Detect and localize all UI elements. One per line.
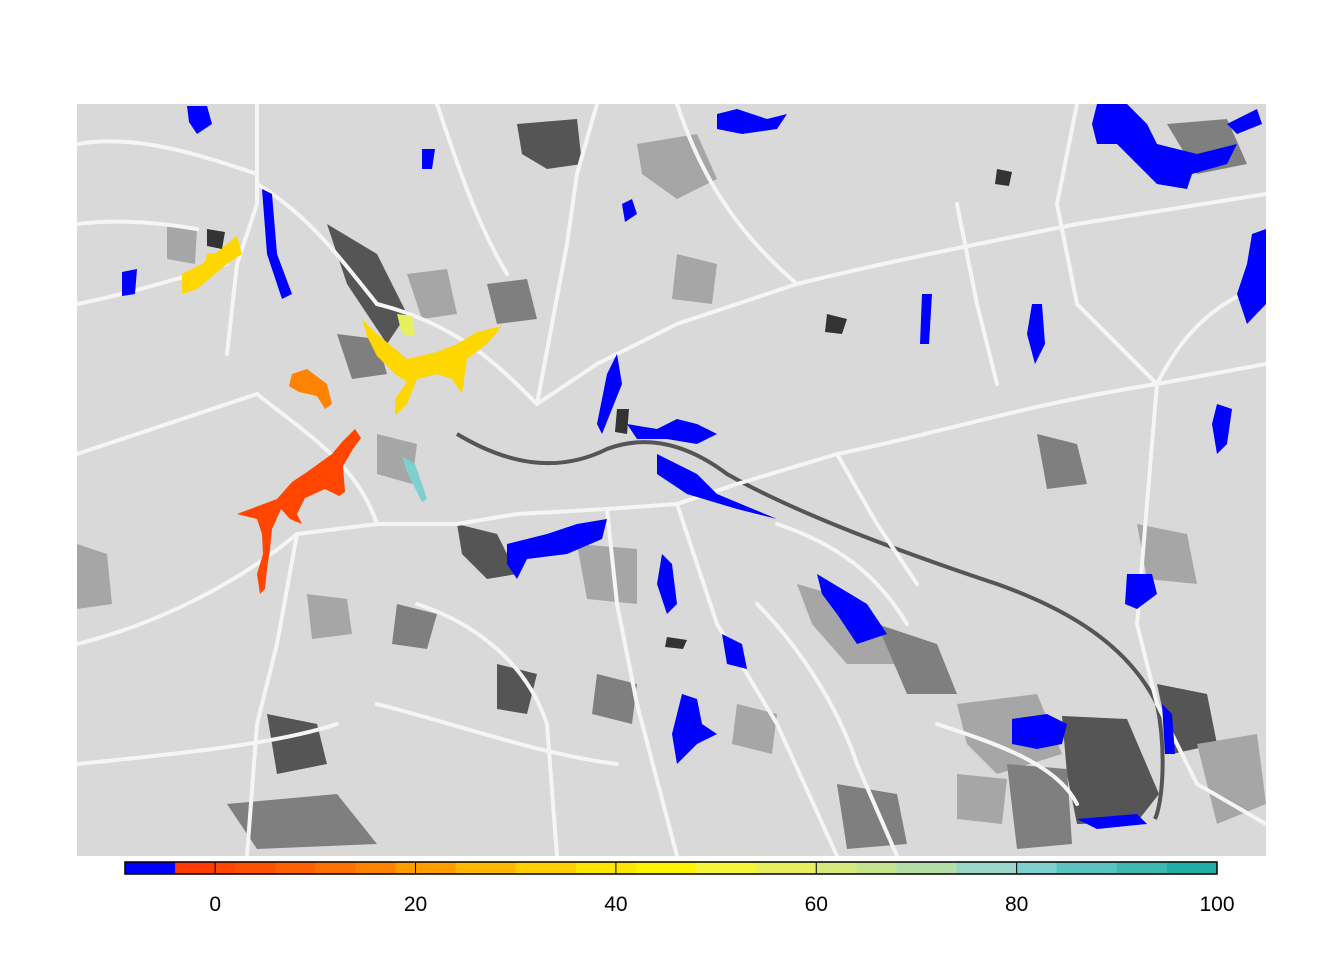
landuse-patch bbox=[517, 119, 582, 169]
water-body bbox=[717, 109, 787, 134]
landuse-patch bbox=[577, 544, 637, 604]
landuse-patch bbox=[1007, 764, 1072, 849]
water-body bbox=[402, 456, 427, 502]
colorbar-segment bbox=[275, 862, 316, 874]
landuse-patch bbox=[1037, 434, 1087, 489]
colorbar-segment bbox=[395, 862, 457, 874]
landuse-patch bbox=[1137, 524, 1197, 584]
colorbar-tick-label: 100 bbox=[1199, 893, 1234, 916]
colorbar-segment bbox=[635, 862, 697, 874]
landuse-patch bbox=[592, 674, 637, 724]
landuse-patch bbox=[267, 714, 327, 774]
water-body bbox=[722, 634, 747, 669]
map-panel bbox=[77, 104, 1266, 856]
landuse-patch bbox=[1197, 734, 1266, 824]
water-body bbox=[627, 419, 717, 444]
water-body bbox=[1027, 304, 1045, 364]
water-body bbox=[397, 314, 415, 336]
water-body bbox=[1125, 574, 1157, 609]
water-body bbox=[1162, 704, 1175, 754]
colorbar-tick-label: 40 bbox=[604, 893, 627, 916]
water-body bbox=[205, 252, 222, 264]
colorbar-segment bbox=[355, 862, 396, 874]
landuse-patch bbox=[837, 784, 907, 849]
colorbar-segment bbox=[956, 862, 1018, 874]
colorbar-segment bbox=[1116, 862, 1168, 874]
water-body bbox=[237, 429, 361, 594]
water-body bbox=[920, 294, 932, 344]
water-body bbox=[1077, 814, 1147, 829]
water-body bbox=[289, 369, 332, 409]
water-body bbox=[1212, 404, 1232, 454]
landuse-patch bbox=[487, 279, 537, 324]
colorbar-segment bbox=[235, 862, 276, 874]
water-body bbox=[122, 269, 137, 296]
colorbar-segment bbox=[1016, 862, 1058, 874]
colorbar-segment bbox=[455, 862, 517, 874]
water-body bbox=[1237, 229, 1266, 324]
road-network bbox=[77, 104, 1266, 856]
colorbar-segment bbox=[756, 862, 817, 874]
landuse-patch bbox=[825, 314, 847, 334]
landuse-patch bbox=[665, 637, 687, 649]
water-body bbox=[657, 454, 777, 519]
colorbar-segment bbox=[315, 862, 356, 874]
landuse-patch bbox=[732, 704, 777, 754]
landuse-patch bbox=[77, 544, 112, 609]
colorbar-tick-label: 20 bbox=[404, 893, 427, 916]
colorbar-segment bbox=[515, 862, 577, 874]
colorbar-segment bbox=[816, 862, 857, 874]
colorbar-segment bbox=[1166, 862, 1218, 874]
landuse-patch bbox=[457, 524, 517, 579]
water-body bbox=[507, 519, 607, 579]
water-body bbox=[1092, 104, 1237, 189]
landuse-patch bbox=[672, 254, 717, 304]
water-body bbox=[182, 236, 242, 294]
landuse-patch bbox=[615, 409, 629, 434]
colorbar-segment bbox=[696, 862, 757, 874]
water-body bbox=[1227, 109, 1262, 134]
water-body bbox=[262, 189, 292, 299]
water-body bbox=[187, 106, 212, 134]
colorbar-segment bbox=[856, 862, 897, 874]
colorbar-tick-label: 60 bbox=[805, 893, 828, 916]
dark-patches bbox=[207, 169, 1012, 649]
landuse-patch bbox=[497, 664, 537, 714]
water-body bbox=[657, 554, 677, 614]
landuse-patch bbox=[407, 269, 457, 319]
water-body bbox=[422, 149, 435, 169]
landuse-patch bbox=[1062, 716, 1159, 824]
landuse-patch bbox=[392, 604, 437, 649]
landuse-patch bbox=[327, 224, 407, 344]
colorbar-segment bbox=[125, 862, 176, 874]
landuse-patch bbox=[877, 624, 957, 694]
water-body bbox=[362, 319, 502, 416]
colorbar-segment bbox=[175, 862, 216, 874]
water-bodies bbox=[122, 104, 1266, 829]
landuse-patch bbox=[957, 774, 1007, 824]
landuse-patch bbox=[207, 229, 225, 249]
water-body bbox=[672, 694, 717, 764]
colorbar-tick-label: 0 bbox=[209, 893, 221, 916]
landuse-patch bbox=[957, 694, 1062, 774]
landuse-patches bbox=[77, 119, 1266, 849]
landuse-patch bbox=[307, 594, 352, 639]
water-body bbox=[622, 199, 637, 222]
colorbar-segment bbox=[1056, 862, 1118, 874]
water-body bbox=[1012, 714, 1067, 749]
landuse-patch bbox=[167, 224, 197, 264]
water-body bbox=[817, 574, 887, 644]
colorbar-tick-label: 80 bbox=[1005, 893, 1028, 916]
colorbar-segments bbox=[125, 862, 1218, 874]
landuse-patch bbox=[995, 169, 1012, 186]
landuse-patch bbox=[227, 794, 377, 849]
colorbar-segment bbox=[575, 862, 637, 874]
colorbar-ticks: 0 20 40 60 80 100 bbox=[209, 862, 1235, 916]
water-body bbox=[597, 354, 622, 434]
colorbar-segment bbox=[896, 862, 958, 874]
colorbar-segment bbox=[215, 862, 236, 874]
